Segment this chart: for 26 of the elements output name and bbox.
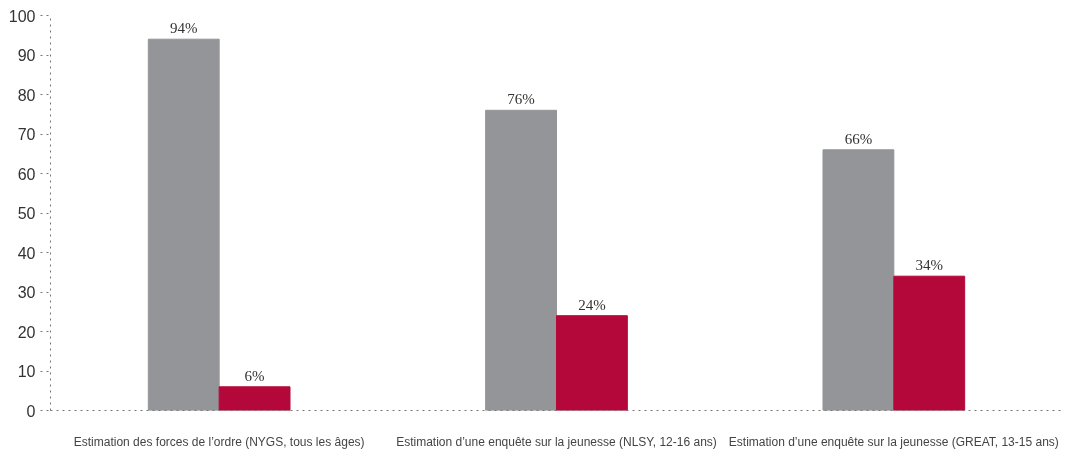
data-label: 34% — [915, 257, 944, 274]
y-tick-label: 30 — [17, 284, 36, 301]
y-tick-label: 0 — [26, 402, 36, 420]
y-tick-label: 80 — [17, 86, 36, 104]
data-label: 24% — [578, 296, 606, 313]
y-tick-label: 100 — [8, 7, 36, 25]
data-label: 6% — [244, 367, 265, 384]
bar — [893, 275, 966, 411]
y-tick-label: 60 — [17, 165, 36, 183]
bar — [147, 38, 220, 411]
x-tick-label: Estimation d’une enquête sur la jeunesse (NLSY, 12-16 ans) — [396, 434, 717, 449]
y-tick-label: 10 — [17, 363, 36, 380]
x-tick-label: Estimation des forces de l’ordre (NYGS, tous les âges) — [73, 434, 365, 449]
y-tick-label: 40 — [17, 244, 36, 262]
data-label: 94% — [170, 20, 198, 37]
x-tick-label: Estimation d’une enquête sur la jeunesse (GREAT, 13-15 ans) — [728, 434, 1059, 449]
y-tick-label: 70 — [17, 126, 36, 143]
y-tick-label: 50 — [17, 205, 36, 222]
y-tick-label: 90 — [17, 47, 36, 64]
data-label: 66% — [844, 130, 873, 147]
data-label: 76% — [507, 91, 535, 108]
bar — [218, 386, 291, 411]
bar — [822, 149, 895, 411]
bar — [485, 109, 557, 411]
y-tick-label: 20 — [17, 323, 36, 341]
bar — [556, 315, 628, 411]
